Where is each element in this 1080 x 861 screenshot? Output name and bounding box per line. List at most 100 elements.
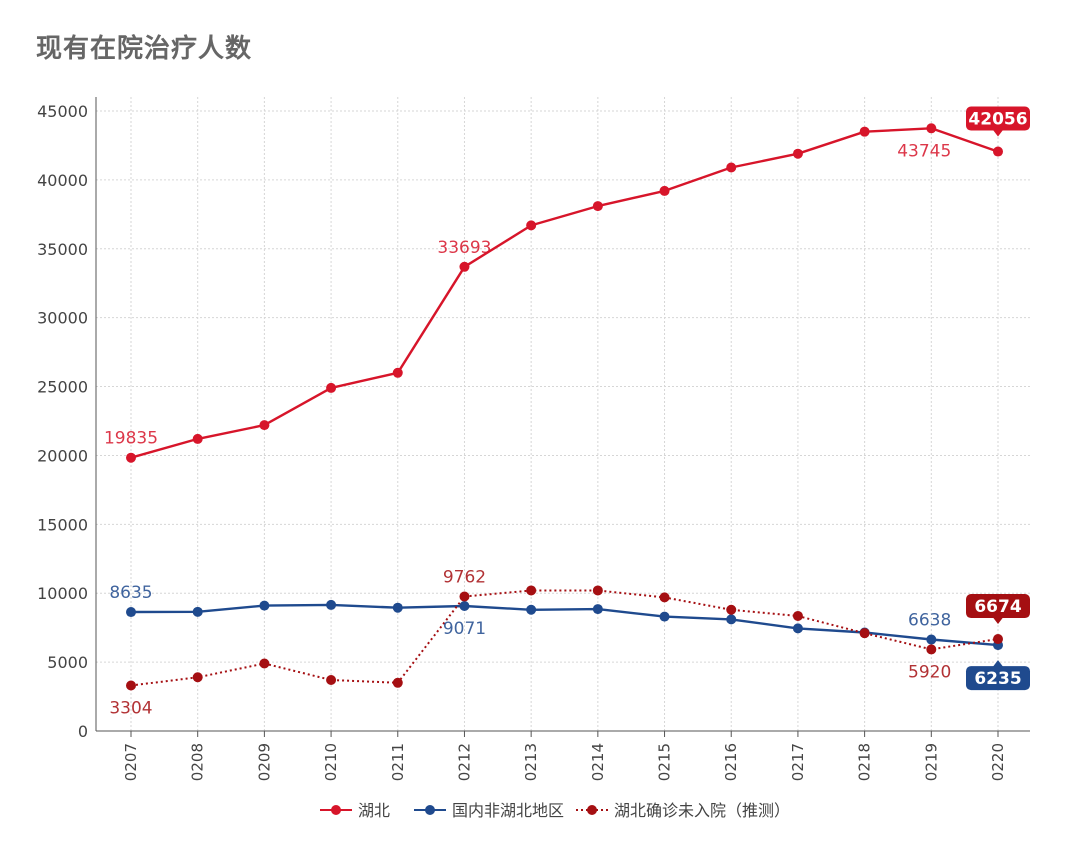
- data-label-badge: 6674: [966, 594, 1030, 625]
- data-point-2-13: [993, 634, 1003, 645]
- data-label: 43745: [897, 141, 951, 161]
- badge-pointer: [993, 617, 1003, 625]
- x-tick-label: 0215: [656, 743, 674, 781]
- data-point-2-12: [926, 644, 937, 655]
- data-point-0-2: [259, 420, 270, 431]
- data-labels: 19835 33693 43745 42056 8635 9071 6638 6235 3304…: [104, 106, 1030, 718]
- badge-text: 6674: [974, 597, 1021, 617]
- data-point-0-5: [459, 261, 470, 272]
- series-line-2: [130, 589, 999, 687]
- data-point-1-1: [192, 606, 203, 617]
- data-point-2-0: [126, 680, 136, 691]
- data-point-1-9: [726, 614, 737, 625]
- x-tick-label: 0214: [589, 743, 607, 781]
- legend-item-2: 湖北确诊未入院（推测）: [576, 801, 790, 820]
- legend-label: 湖北确诊未入院（推测）: [614, 801, 790, 820]
- data-point-0-1: [192, 433, 203, 444]
- badge-pointer: [993, 130, 1003, 137]
- data-label: 3304: [109, 698, 152, 718]
- x-tick-label: 0217: [789, 743, 807, 781]
- badge-box: [966, 666, 1030, 691]
- badge-pointer: [993, 660, 1003, 667]
- y-tick-label: 10000: [37, 584, 88, 603]
- data-point-1-7: [592, 604, 603, 615]
- x-tick-label: 0212: [455, 743, 473, 781]
- y-tick-label: 25000: [37, 378, 88, 397]
- x-tick-label: 0211: [389, 743, 407, 781]
- x-tick-label: 0220: [989, 743, 1007, 781]
- data-point-0-7: [592, 201, 603, 212]
- data-point-2-6: [526, 585, 537, 596]
- y-tick-label: 45000: [37, 102, 88, 121]
- badge-text: 6235: [974, 669, 1021, 689]
- data-label-badge: 42056: [966, 106, 1030, 137]
- y-tick-label: 20000: [37, 446, 88, 465]
- data-label-badge: 6235: [966, 660, 1030, 691]
- data-point-0-11: [859, 126, 870, 137]
- y-tick-label: 40000: [37, 171, 88, 190]
- data-point-0-10: [792, 148, 803, 159]
- badge-text: 42056: [968, 110, 1027, 130]
- data-label: 6638: [908, 611, 951, 631]
- data-point-2-2: [259, 658, 270, 669]
- legend-marker: [425, 805, 435, 815]
- series-line-0: [130, 127, 999, 459]
- legend-marker: [331, 805, 341, 815]
- x-tick-label: 0216: [722, 743, 740, 781]
- data-point-0-13: [993, 146, 1003, 157]
- x-tick-label: 0207: [122, 743, 140, 781]
- y-tick-label: 0: [78, 722, 88, 741]
- data-point-2-5: [459, 591, 470, 602]
- chart-title: 现有在院治疗人数: [36, 34, 253, 64]
- data-label: 33693: [437, 238, 491, 258]
- legend-marker: [587, 805, 597, 815]
- series-line-1: [130, 603, 999, 647]
- data-point-1-12: [926, 634, 937, 645]
- data-point-1-6: [526, 604, 537, 615]
- y-tick-label: 30000: [37, 309, 88, 328]
- data-point-0-0: [126, 452, 136, 463]
- x-tick-label: 0210: [322, 743, 340, 781]
- data-label: 19835: [104, 429, 158, 449]
- data-label: 5920: [908, 662, 951, 682]
- data-point-2-1: [192, 672, 203, 683]
- legend-label: 国内非湖北地区: [452, 801, 564, 820]
- y-tick-label: 15000: [37, 515, 88, 534]
- data-point-0-8: [659, 185, 670, 196]
- x-tick-label: 0209: [255, 743, 273, 781]
- data-point-0-6: [526, 220, 537, 231]
- data-point-0-4: [392, 367, 403, 378]
- data-label: 8635: [109, 583, 152, 603]
- data-point-1-2: [259, 600, 270, 611]
- data-point-2-8: [659, 592, 670, 603]
- data-point-1-4: [392, 602, 403, 613]
- axes: 0 5000 10000 15000 20000 25000 30000 35000 40000…: [37, 97, 1030, 781]
- data-point-1-10: [792, 623, 803, 634]
- data-point-0-12: [926, 123, 937, 134]
- legend-item-1: 国内非湖北地区: [414, 801, 564, 820]
- x-tick-label: 0213: [522, 743, 540, 781]
- legend-item-0: 湖北: [320, 801, 390, 820]
- data-point-2-3: [326, 675, 337, 686]
- data-point-1-8: [659, 611, 670, 622]
- badge-box: [966, 594, 1030, 619]
- data-point-2-11: [859, 628, 870, 639]
- x-tick-label: 0208: [189, 743, 207, 781]
- legend: 湖北 国内非湖北地区 湖北确诊未入院（推测）: [320, 801, 790, 820]
- data-point-0-9: [726, 162, 737, 173]
- data-point-2-9: [726, 604, 737, 615]
- legend-label: 湖北: [358, 801, 390, 820]
- y-tick-label: 35000: [37, 240, 88, 259]
- data-point-1-3: [326, 599, 337, 610]
- badge-box: [966, 106, 1030, 131]
- data-point-2-7: [592, 585, 603, 596]
- data-point-1-0: [126, 607, 136, 618]
- x-tick-label: 0218: [856, 743, 874, 781]
- y-tick-label: 5000: [47, 653, 88, 672]
- data-label: 9071: [443, 619, 486, 639]
- data-point-0-3: [326, 382, 337, 393]
- data-point-2-4: [392, 677, 403, 688]
- data-point-1-5: [459, 601, 470, 612]
- data-point-2-10: [792, 610, 803, 621]
